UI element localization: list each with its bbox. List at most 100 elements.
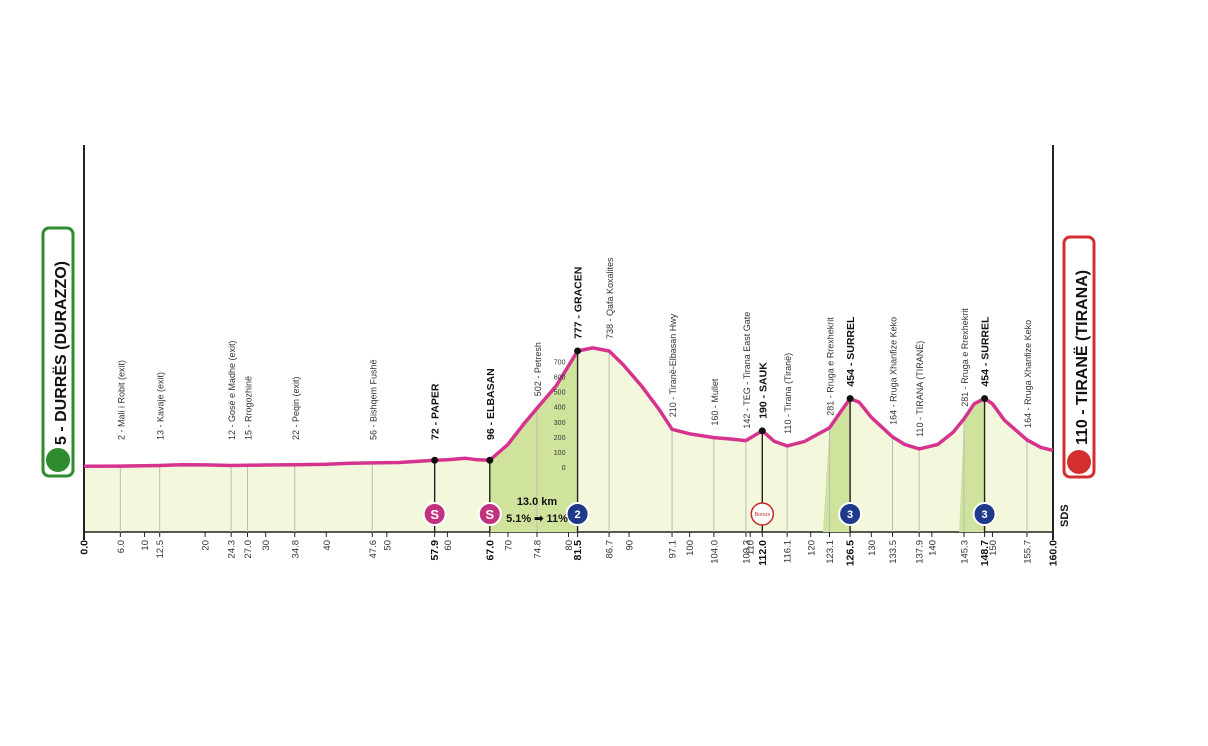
profile-line xyxy=(83,346,1054,468)
x-tick-label: 40 xyxy=(322,540,333,551)
waypoint-label: 738 - Qafa Koxalites xyxy=(605,257,615,339)
profile-line-group xyxy=(83,346,1054,468)
x-axis-ticks: 0.0 6.0 10 12.5 20 24.3 27.0 30 34.8 40 47.6 50 57.9… xyxy=(79,532,1060,566)
waypoint-label: 2 - Mali i Robit (exit) xyxy=(116,360,126,440)
elevation-scale: 0 100 200 300 400 500 600 700 xyxy=(554,360,566,472)
waypoint-label: 142 - TEG - Tirana East Gate xyxy=(742,312,752,429)
waypoint-label: 110 - TIRANA (TIRANË) xyxy=(915,341,925,437)
cyclist-icon xyxy=(46,448,70,472)
waypoint-label: 15 - Rrogozhinë xyxy=(244,376,254,440)
x-tick-label: 160.0 xyxy=(1048,540,1060,566)
watermark: SDS xyxy=(1059,504,1071,527)
waypoint-label: 281 - Rruga e Rrexhekrit xyxy=(826,317,836,416)
waypoint-label: 777 - GRACEN xyxy=(573,267,585,339)
x-tick-label: 60 xyxy=(443,540,454,551)
waypoint-label: 13 - Kavaje (exit) xyxy=(156,372,166,440)
x-tick-label: 130 xyxy=(867,540,878,556)
elevation-scale-label: 100 xyxy=(554,450,566,457)
elevation-scale-label: 300 xyxy=(554,420,566,427)
x-tick-label: 116.1 xyxy=(783,540,794,563)
x-tick-label: 110 xyxy=(746,540,757,555)
elevation-scale-label: 700 xyxy=(554,360,566,367)
elevation-scale-label: 500 xyxy=(554,390,566,397)
climb-zone xyxy=(959,398,985,532)
x-tick-label: 133.5 xyxy=(888,540,899,564)
x-tick-label: 97.1 xyxy=(668,540,679,559)
x-tick-label: 6.0 xyxy=(116,540,127,553)
waypoint-label: 281 - Rruga e Rrexhekrit xyxy=(960,308,970,407)
waypoint-label: 164 - Rruga Xhanfize Keko xyxy=(889,317,899,425)
x-tick-label: 155.7 xyxy=(1023,540,1034,564)
elevation-scale-label: 200 xyxy=(554,435,566,442)
waypoint-dot xyxy=(486,456,494,464)
waypoint-labels: 2 - Mali i Robit (exit) 13 - Kavaje (exit… xyxy=(116,257,1033,464)
waypoint-label: 454 - SURREL xyxy=(845,316,857,387)
kom-icon-text: 3 xyxy=(982,509,988,521)
waypoint-label: 502 - Petresh xyxy=(533,342,543,396)
climb-gradient: 5.1% ➡ 11% xyxy=(506,513,568,525)
climb-length: 13.0 km xyxy=(517,496,558,508)
waypoint-label: 454 - SURREL xyxy=(980,316,992,387)
waypoint-label: 72 - PAPER xyxy=(430,383,442,440)
x-tick-label: 67.0 xyxy=(484,540,496,561)
sprint-icon-text: S xyxy=(485,507,494,522)
x-tick-label: 109.3 xyxy=(741,540,752,564)
x-tick-label: 10 xyxy=(140,540,151,551)
sprint-icon xyxy=(477,502,502,526)
x-tick-label: 12.5 xyxy=(155,540,166,559)
x-tick-label: 104.0 xyxy=(709,540,720,564)
x-tick-label: 112.0 xyxy=(757,540,769,566)
x-tick-label: 80 xyxy=(564,540,575,551)
x-tick-label: 27.0 xyxy=(243,540,254,559)
start-badge: 5 - DURRËS (DURAZZO) xyxy=(41,226,75,478)
bonus-icon xyxy=(750,502,775,526)
x-tick-label: 148.7 xyxy=(979,540,991,566)
elevation-scale-label: 0 xyxy=(562,465,566,472)
waypoint-dot xyxy=(758,427,766,435)
waypoint-dot xyxy=(574,347,582,355)
waypoint-label: 190 - SAUK xyxy=(757,362,769,419)
waypoint-dot xyxy=(846,395,854,403)
kom-icon xyxy=(565,502,590,526)
waypoint-label: 12 - Gosë e Madhe (exit) xyxy=(227,340,237,440)
bonus-icon-text: Bonus xyxy=(754,512,770,518)
finish-badge: 110 - TIRANË (TIRANA) xyxy=(1062,235,1096,479)
waypoint-label: 160 - Mullet xyxy=(710,378,720,426)
start-badge-frame xyxy=(41,226,75,478)
x-tick-label: 0.0 xyxy=(79,540,91,555)
x-tick-label: 34.8 xyxy=(290,540,301,559)
kom-icon xyxy=(972,502,997,526)
x-tick-label: 86.7 xyxy=(605,540,616,559)
sprint-icon xyxy=(422,502,447,526)
markers: S S 2 Bonus 3 3 xyxy=(422,502,997,526)
kom-icon-text: 3 xyxy=(847,509,853,521)
climb-zone xyxy=(489,351,578,532)
x-tick-label: 100 xyxy=(685,540,696,556)
finish-label: 110 - TIRANË (TIRANA) xyxy=(1073,270,1091,445)
sprint-icon-text: S xyxy=(430,507,439,522)
x-tick-label: 137.9 xyxy=(915,540,926,564)
waypoint-label: 164 - Rruga Xhanfize Keko xyxy=(1023,320,1033,428)
waypoint-dot xyxy=(981,395,989,403)
x-tick-label: 74.8 xyxy=(533,540,544,559)
x-tick-label: 20 xyxy=(201,540,212,551)
waypoint-dot xyxy=(431,456,439,464)
x-tick-label: 70 xyxy=(503,540,514,551)
elevation-scale-label: 600 xyxy=(554,375,566,382)
elevation-scale-label: 400 xyxy=(554,405,566,412)
start-label: 5 - DURRËS (DURAZZO) xyxy=(52,261,70,445)
x-tick-label: 81.5 xyxy=(572,540,584,561)
x-tick-label: 57.9 xyxy=(429,540,441,561)
waypoint-label: 210 - Tiranë-Elbasan Hwy xyxy=(668,313,678,417)
x-tick-label: 145.3 xyxy=(960,540,971,564)
waypoint-label: 110 - Tirana (Tiranë) xyxy=(783,353,793,434)
x-tick-label: 120 xyxy=(806,540,817,556)
cyclist-icon xyxy=(1067,450,1091,474)
x-tick-label: 30 xyxy=(261,540,272,551)
x-tick-label: 50 xyxy=(382,540,393,551)
finish-badge-frame xyxy=(1062,235,1096,479)
x-tick-label: 47.6 xyxy=(368,540,379,559)
kom-icon xyxy=(838,502,863,526)
waypoint-label: 56 - Bishqem Fushë xyxy=(368,359,378,440)
